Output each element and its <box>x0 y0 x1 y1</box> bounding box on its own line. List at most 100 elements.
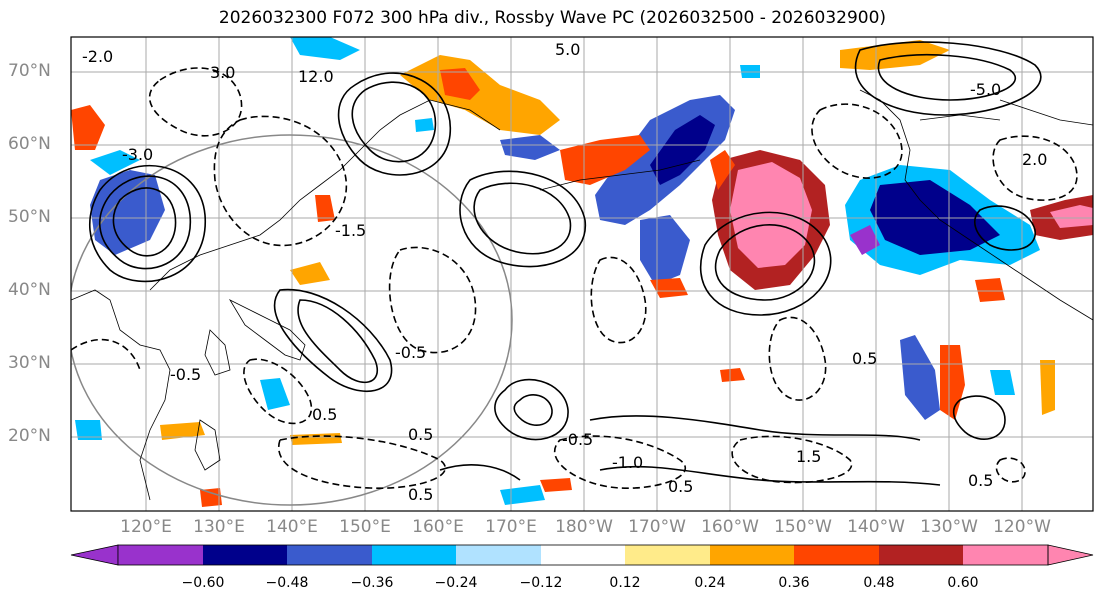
field-small-10 <box>315 195 335 222</box>
field-orange-ring <box>710 150 735 190</box>
colorbar-border <box>117 544 1049 566</box>
contour-label: -2.0 <box>82 47 113 66</box>
lat-label: 20°N <box>8 426 51 446</box>
contour-label: 5.0 <box>555 40 580 59</box>
colorbar <box>70 544 1094 566</box>
field-orange-north-core <box>440 68 480 100</box>
lat-label: 40°N <box>8 280 51 300</box>
contour-label: 2.0 <box>1022 150 1047 169</box>
colorbar-tick: 0.12 <box>609 575 641 591</box>
colorbar-tick: −0.60 <box>181 575 225 591</box>
lat-label: 70°N <box>8 61 51 81</box>
field-pink-east <box>1050 205 1093 228</box>
field-small-2 <box>650 278 688 298</box>
field-small-3 <box>290 262 330 285</box>
lon-label: 160°W <box>701 517 759 537</box>
contour-label: 12.0 <box>298 67 334 86</box>
lat-label: 50°N <box>8 207 51 227</box>
lon-label: 140°W <box>847 517 905 537</box>
lat-label: 30°N <box>8 353 51 373</box>
graticule <box>71 37 1093 511</box>
colorbar-tick: −0.12 <box>519 575 563 591</box>
field-lightblue-north <box>290 37 360 60</box>
map-title: 2026032300 F072 300 hPa div., Rossby Wav… <box>218 8 887 28</box>
colorbar-tick: 0.24 <box>694 575 726 591</box>
colorbar-segment <box>541 545 625 565</box>
map-frame-bg <box>71 37 1093 511</box>
lon-label: 170°E <box>485 517 537 537</box>
lon-label: 170°W <box>628 517 686 537</box>
colorbar-tick: −0.48 <box>265 575 309 591</box>
field-pink-inner <box>730 162 812 268</box>
field-small-9 <box>540 478 572 492</box>
field-orange-nne <box>560 135 650 185</box>
contour-label: 0.5 <box>408 425 433 444</box>
colorbar-segment <box>372 545 456 565</box>
colorbar-segment <box>879 545 963 565</box>
contours <box>89 41 1042 486</box>
colorbar-segment <box>456 545 541 565</box>
lon-label: 150°W <box>774 517 832 537</box>
field-small-4 <box>260 378 290 410</box>
field-blue-se <box>990 370 1015 395</box>
contour-label: 0.5 <box>312 405 337 424</box>
colorbar-segment <box>287 545 372 565</box>
field-small-13 <box>975 278 1005 302</box>
colorbar-tick: −0.24 <box>434 575 478 591</box>
contour-label: 0.5 <box>668 477 693 496</box>
colorbar-segment <box>794 545 879 565</box>
field-navy-a <box>650 115 715 185</box>
contour-label: -0.5 <box>395 343 426 362</box>
field-small-5 <box>160 422 205 440</box>
coastlines <box>71 89 1093 501</box>
contour-label: -0.5 <box>170 365 201 384</box>
field-small-1 <box>720 368 745 382</box>
contour-label: 3.0 <box>210 63 235 82</box>
reference-circle <box>71 134 513 506</box>
contour-label: 0.5 <box>408 485 433 504</box>
lon-label: 150°E <box>339 517 391 537</box>
lon-label: 130°E <box>193 517 245 537</box>
field-orange-north <box>400 55 560 135</box>
lon-label: 120°W <box>993 517 1051 537</box>
field-small-7 <box>75 420 102 440</box>
contour-label: -1.0 <box>612 453 643 472</box>
contour-labels: 5.0 3.0 12.0 -2.0 -3.0 -1.5 -0.5 0.5 0.5… <box>82 40 1047 504</box>
field-blue-sw <box>900 335 940 420</box>
contour-label: 0.5 <box>968 471 993 490</box>
colorbar-tick: −0.36 <box>350 575 394 591</box>
map-layers <box>71 37 1093 511</box>
colorbar-tick: 0.36 <box>778 575 810 591</box>
map-border <box>70 36 1094 512</box>
field-lightblue-west <box>90 150 140 175</box>
colorbar-segment <box>625 545 710 565</box>
field-small-14 <box>200 488 222 507</box>
contour-label: -5.0 <box>970 80 1001 99</box>
field-orange-se <box>1040 360 1055 415</box>
field-blue-mid <box>500 135 560 160</box>
field-blue-b <box>640 215 690 285</box>
colorbar-tick: 0.48 <box>863 575 895 591</box>
lon-label: 130°W <box>920 517 978 537</box>
field-red-west <box>71 105 105 150</box>
lat-label: 60°N <box>8 134 51 154</box>
contours-dashed <box>71 67 1078 489</box>
field-small-11 <box>415 118 434 132</box>
contour-label: 1.5 <box>796 447 821 466</box>
colorbar-segment <box>710 545 794 565</box>
lon-label: 140°E <box>266 517 318 537</box>
contour-label: -3.0 <box>122 145 153 164</box>
colorbar-segment <box>963 545 1048 565</box>
lon-label: 160°E <box>412 517 464 537</box>
contour-label: 0.5 <box>852 349 877 368</box>
colorbar-tick: 0.60 <box>947 575 979 591</box>
colorbar-extend-right <box>1047 544 1094 566</box>
field-purple-c <box>850 225 880 255</box>
colorbar-segment <box>118 545 203 565</box>
colorbar-extend-left <box>70 544 119 566</box>
colorbar-segment <box>203 545 287 565</box>
lon-label: 180°W <box>555 517 613 537</box>
lon-label: 120°E <box>120 517 172 537</box>
contour-label: -1.5 <box>335 221 366 240</box>
